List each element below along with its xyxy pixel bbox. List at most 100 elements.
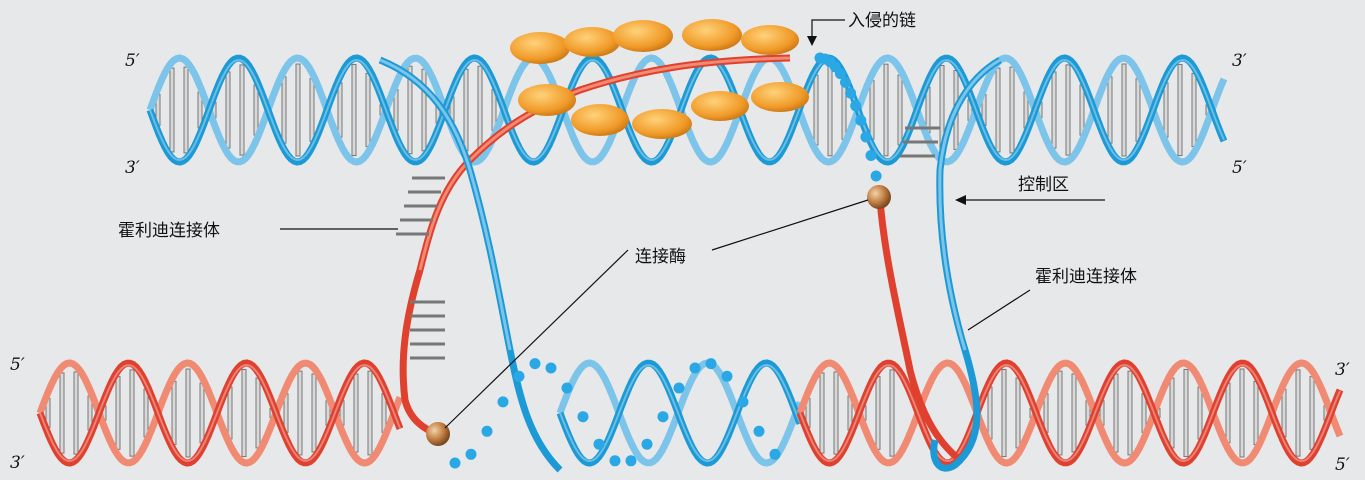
base-pair <box>227 386 233 440</box>
label-holliday-junction-right: 霍利迪连接体 <box>1035 267 1137 287</box>
strand-dot <box>840 76 851 88</box>
base-pair <box>353 373 359 453</box>
base-pair <box>1169 377 1175 449</box>
base-pair <box>1163 82 1169 138</box>
base-pair <box>309 78 315 142</box>
base-pair <box>1079 84 1085 136</box>
strand-dot <box>657 411 669 423</box>
end-bottom-left-upper: 5′ <box>10 355 25 375</box>
sphere-icon <box>426 422 450 446</box>
strand-dot <box>609 455 621 467</box>
label-ligase: 连接酶 <box>635 247 686 267</box>
base-pair <box>1253 380 1259 446</box>
strand-dot <box>855 114 867 126</box>
base-pair <box>171 380 177 446</box>
end-bottom-left-lower: 3′ <box>10 453 25 473</box>
base-pair <box>1309 376 1315 450</box>
strand-dot <box>465 448 477 460</box>
base-pair <box>255 377 261 449</box>
end-top-left-lower: 3′ <box>125 158 140 178</box>
base-pair <box>1191 72 1197 148</box>
base-pair <box>883 63 889 157</box>
strand-dot <box>865 150 877 161</box>
end-bottom-right-upper: 3′ <box>1335 360 1350 380</box>
strand-dot <box>513 370 525 382</box>
base-pair <box>477 65 483 155</box>
base-pair <box>875 376 881 450</box>
strand-dot <box>870 170 882 182</box>
strand-dot <box>673 382 685 394</box>
arrow-head-icon <box>955 195 966 205</box>
base-pair <box>421 68 427 152</box>
base-pair <box>253 84 259 136</box>
base-pair <box>367 370 373 456</box>
holliday-junction-left-rungs <box>396 176 445 360</box>
base-pair <box>1197 386 1203 440</box>
base-pair <box>239 64 245 156</box>
blue-control-strand-highlight <box>938 58 1001 351</box>
strand-dot <box>577 411 589 423</box>
helix-strand-shine <box>39 363 401 463</box>
end-top-right-lower: 5′ <box>1232 158 1247 178</box>
helix-strand-shine <box>149 58 1225 162</box>
base-pair <box>1001 368 1007 458</box>
leader-invading-strand <box>811 19 845 40</box>
base-pair <box>73 371 79 455</box>
base-pair <box>1177 63 1183 157</box>
leader-ligase-left <box>444 249 629 429</box>
end-bottom-right-lower: 5′ <box>1335 455 1350 475</box>
strand-dot <box>737 396 749 408</box>
orange-ellipse-icon <box>510 19 809 139</box>
strand-dot <box>529 358 541 370</box>
strand-dot <box>449 457 461 469</box>
base-pair <box>295 63 301 157</box>
strand-dot <box>850 100 862 112</box>
base-pair <box>1071 373 1077 453</box>
base-pair <box>833 371 839 455</box>
helix-strand-back <box>796 359 1344 467</box>
base-pair <box>59 372 65 454</box>
strand-dot <box>705 358 717 370</box>
base-pair <box>199 382 205 444</box>
helix-strand-shine <box>559 363 801 463</box>
base-pair <box>169 67 175 153</box>
base-pair <box>869 80 875 140</box>
base-pair <box>1121 63 1127 157</box>
base-pair <box>185 368 191 458</box>
base-pair <box>819 372 825 454</box>
strand-dot <box>593 438 605 450</box>
base-pair <box>1107 76 1113 144</box>
strand-dot <box>721 370 733 382</box>
strand-dot <box>497 396 509 408</box>
base-pair <box>1225 382 1231 444</box>
strand-dot <box>845 87 857 99</box>
strand-dot <box>834 68 846 80</box>
base-pair <box>351 63 357 157</box>
base-pair <box>897 74 903 146</box>
base-pair <box>115 376 121 450</box>
base-pair <box>889 369 895 457</box>
invading-strand-dots <box>449 52 882 469</box>
label-holliday-junction-left: 霍利迪连接体 <box>118 221 220 241</box>
base-pair <box>281 76 287 144</box>
end-top-right-upper: 3′ <box>1232 51 1247 71</box>
base-pair <box>1015 377 1021 449</box>
base-pair <box>337 82 343 138</box>
base-pair <box>297 370 303 456</box>
arrow-head-icon <box>807 36 817 46</box>
base-pair <box>241 368 247 458</box>
base-pair <box>995 67 1001 153</box>
base-pair <box>225 71 231 149</box>
sphere-icon <box>867 185 891 209</box>
base-pair <box>1057 370 1063 456</box>
base-pair <box>1127 370 1133 456</box>
base-pair <box>1281 388 1287 438</box>
base-pair <box>463 68 469 152</box>
strand-dot <box>689 362 701 374</box>
base-pair <box>1051 71 1057 149</box>
base-pair <box>1009 66 1015 154</box>
blue-crossing-strand-highlight <box>379 58 512 351</box>
strand-dot <box>769 448 781 460</box>
